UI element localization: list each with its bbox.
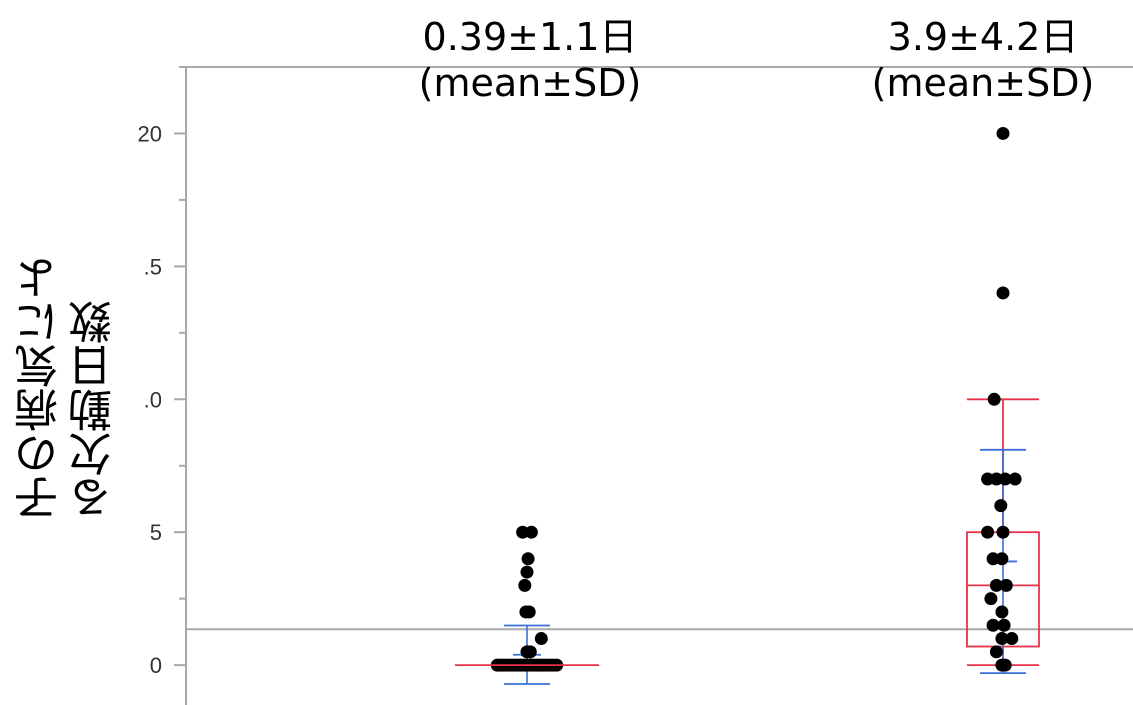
group2-point bbox=[995, 552, 1009, 566]
group2-mean-sd: 3.9±4.2日 bbox=[887, 15, 1079, 59]
group1-point bbox=[524, 525, 538, 539]
group2-point bbox=[998, 472, 1012, 486]
group2-point bbox=[997, 618, 1011, 632]
y-tick-label: .5 bbox=[144, 254, 162, 279]
y-tick-label: 5 bbox=[150, 520, 162, 545]
group1-point bbox=[523, 645, 537, 659]
group2-point bbox=[999, 578, 1013, 592]
group2-point bbox=[996, 126, 1010, 140]
y-axis-label-line1: 子の病気によ bbox=[15, 256, 66, 520]
y-tick-label: 20 bbox=[138, 121, 162, 146]
group1-point bbox=[522, 605, 536, 619]
group1-mean-sd: 0.39±1.1日 bbox=[422, 15, 638, 59]
y-tick-label: 0 bbox=[150, 653, 162, 678]
group1-mean-sd-caption: (mean±SD) bbox=[418, 61, 642, 105]
y-tick-label: .0 bbox=[144, 387, 162, 412]
group2-point bbox=[996, 525, 1010, 539]
group2-annotation: 3.9±4.2日 (mean±SD) bbox=[833, 14, 1133, 106]
group2-point bbox=[987, 392, 1001, 406]
group1-annotation: 0.39±1.1日 (mean±SD) bbox=[380, 14, 680, 106]
group1-point bbox=[521, 552, 535, 566]
group2-point bbox=[995, 632, 1009, 646]
group2-point bbox=[994, 499, 1008, 513]
group2-point bbox=[989, 645, 1003, 659]
group2-point bbox=[986, 618, 1000, 632]
group1-point bbox=[518, 578, 532, 592]
group2-point bbox=[1005, 632, 1019, 646]
group2-point bbox=[995, 605, 1009, 619]
group2-point bbox=[1008, 472, 1022, 486]
group1-point bbox=[520, 565, 534, 579]
y-axis-label-line2: る欠勤日数 bbox=[69, 300, 120, 520]
group2-point bbox=[996, 286, 1010, 300]
group2-point bbox=[984, 592, 998, 606]
y-axis-label: 子の病気によ る欠勤日数 bbox=[14, 190, 122, 520]
group2-point bbox=[998, 658, 1012, 672]
group1-point bbox=[534, 632, 548, 646]
group2-mean-sd-caption: (mean±SD) bbox=[871, 61, 1095, 105]
group2-point bbox=[981, 525, 995, 539]
group2-point bbox=[989, 578, 1003, 592]
